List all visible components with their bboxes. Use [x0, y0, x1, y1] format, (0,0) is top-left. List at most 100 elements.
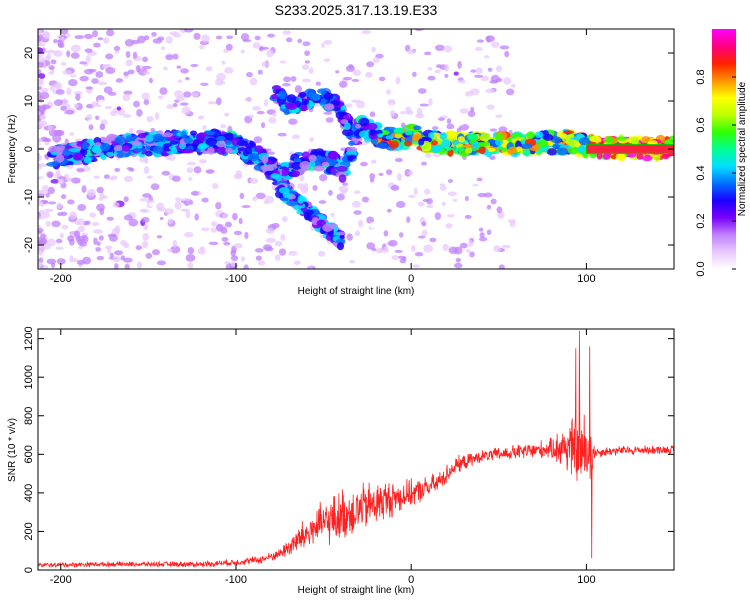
spectrogram-noise: [401, 256, 407, 261]
y-tick-label: 10: [23, 95, 35, 107]
spectrogram-noise: [338, 80, 348, 88]
spectrogram-noise: [475, 67, 483, 75]
spectrogram-noise: [57, 39, 64, 48]
spectrogram-noise: [423, 188, 431, 195]
spectrogram-noise: [394, 249, 403, 253]
y-tick-label: 0: [23, 567, 35, 573]
spectrogram-noise: [238, 217, 243, 225]
spectrogram-noise: [243, 264, 249, 269]
spectrogram-cell: [254, 145, 264, 153]
spectrogram-cell: [477, 141, 490, 147]
spectrogram-cell: [163, 132, 173, 138]
spectrogram-noise: [414, 252, 424, 257]
spectrogram-cell: [432, 145, 440, 153]
spectrogram-noise: [338, 185, 349, 193]
y-tick-label: 400: [23, 484, 35, 502]
spectrogram-noise: [83, 33, 94, 39]
spectrogram-noise: [44, 208, 54, 213]
x-tick-label: 100: [577, 574, 595, 586]
spectrogram-noise: [70, 52, 80, 59]
spectrogram-noise: [419, 103, 429, 107]
spectrogram-cell: [205, 137, 217, 146]
spectrogram-noise: [187, 262, 194, 269]
spectrogram-noise: [230, 261, 236, 268]
spectrogram-cell: [169, 140, 179, 145]
spectrogram-cell: [412, 135, 419, 143]
spectrogram-noise: [123, 196, 129, 203]
spectrogram-noise: [366, 242, 376, 250]
spectrogram-noise: [406, 216, 411, 223]
spectrogram-cell: [602, 152, 611, 160]
spectrogram-noise: [140, 208, 147, 213]
spectrogram-cell: [300, 104, 308, 112]
spectrogram-noise: [103, 86, 113, 94]
spectrogram-noise: [103, 174, 110, 179]
snr-x-axis: -200 -100 0 100: [50, 329, 596, 586]
spectrogram-x-axis: -200 -100 0 100: [50, 29, 596, 285]
spectrogram-noise: [453, 71, 459, 76]
spectrogram-noise: [205, 169, 215, 174]
spectrogram-noise: [164, 208, 174, 215]
spectrogram-noise: [123, 214, 133, 221]
spectrogram-noise: [106, 247, 112, 254]
spectrogram-noise: [371, 159, 377, 164]
spectrogram-noise: [501, 244, 511, 249]
spectrogram-noise: [38, 196, 41, 202]
spectrogram-noise: [476, 177, 483, 182]
spectrogram-noise: [185, 253, 196, 262]
spectrogram-cell: [567, 147, 579, 155]
spectrogram-noise: [183, 29, 194, 33]
spectrogram-noise: [369, 172, 376, 180]
spectrogram-noise: [221, 60, 226, 65]
spectrogram-cell: [248, 152, 260, 162]
chart-title: S233.2025.317.13.19.E33: [275, 2, 438, 18]
spectrogram-noise: [308, 266, 314, 269]
spectrogram-cell: [478, 146, 486, 155]
spectrogram-noise: [143, 99, 150, 106]
spectrogram-noise: [159, 216, 164, 221]
spectrogram-noise: [145, 252, 153, 259]
spectrogram-noise: [221, 213, 229, 219]
spectrogram-noise: [62, 70, 73, 75]
spectrogram-noise: [493, 245, 501, 252]
spectrogram-noise: [185, 76, 190, 81]
spectrogram-cell: [271, 85, 282, 91]
spectrogram-noise: [48, 65, 55, 70]
spectrogram-noise: [68, 79, 78, 87]
spectrogram-cell: [495, 133, 504, 141]
spectrogram-cell: [92, 144, 101, 154]
spectrogram-noise: [480, 75, 489, 82]
spectrogram-noise: [183, 91, 192, 98]
spectrogram-noise: [77, 218, 85, 226]
spectrogram-noise: [38, 193, 45, 197]
spectrogram-noise: [67, 235, 75, 242]
spectrogram-noise: [93, 175, 101, 179]
spectrogram-noise: [156, 260, 167, 266]
spectrogram-cell: [556, 147, 569, 156]
spectrogram-noise: [509, 221, 516, 228]
spectrogram-cell: [51, 160, 58, 166]
spectrogram-noise: [99, 123, 106, 131]
spectrogram-noise: [446, 214, 456, 218]
spectrogram-noise: [148, 77, 153, 84]
spectrogram-noise: [113, 45, 121, 52]
colorbar: 0.0 0.2 0.4 0.6 0.8 Normalized spectral ampl…: [695, 29, 748, 277]
spectrogram-noise: [143, 166, 150, 174]
spectrogram-noise: [325, 124, 335, 128]
spectrogram-cell: [376, 142, 388, 149]
spectrogram-cell: [345, 150, 357, 156]
spectrogram-cell: [225, 147, 233, 154]
spectrogram-noise: [194, 213, 199, 221]
spectrogram-noise: [50, 59, 57, 65]
spectrogram-noise: [232, 212, 238, 221]
spectrogram-noise: [123, 175, 134, 183]
spectrogram-cell: [316, 219, 326, 227]
spectrogram-noise: [88, 124, 94, 131]
spectrogram-cell: [336, 242, 344, 251]
spectrogram-noise: [95, 247, 102, 252]
spectrogram-noise: [124, 39, 135, 47]
spectrogram-noise: [277, 132, 287, 137]
colorbar-gradient: [712, 29, 736, 269]
spectrogram-noise: [453, 186, 463, 193]
